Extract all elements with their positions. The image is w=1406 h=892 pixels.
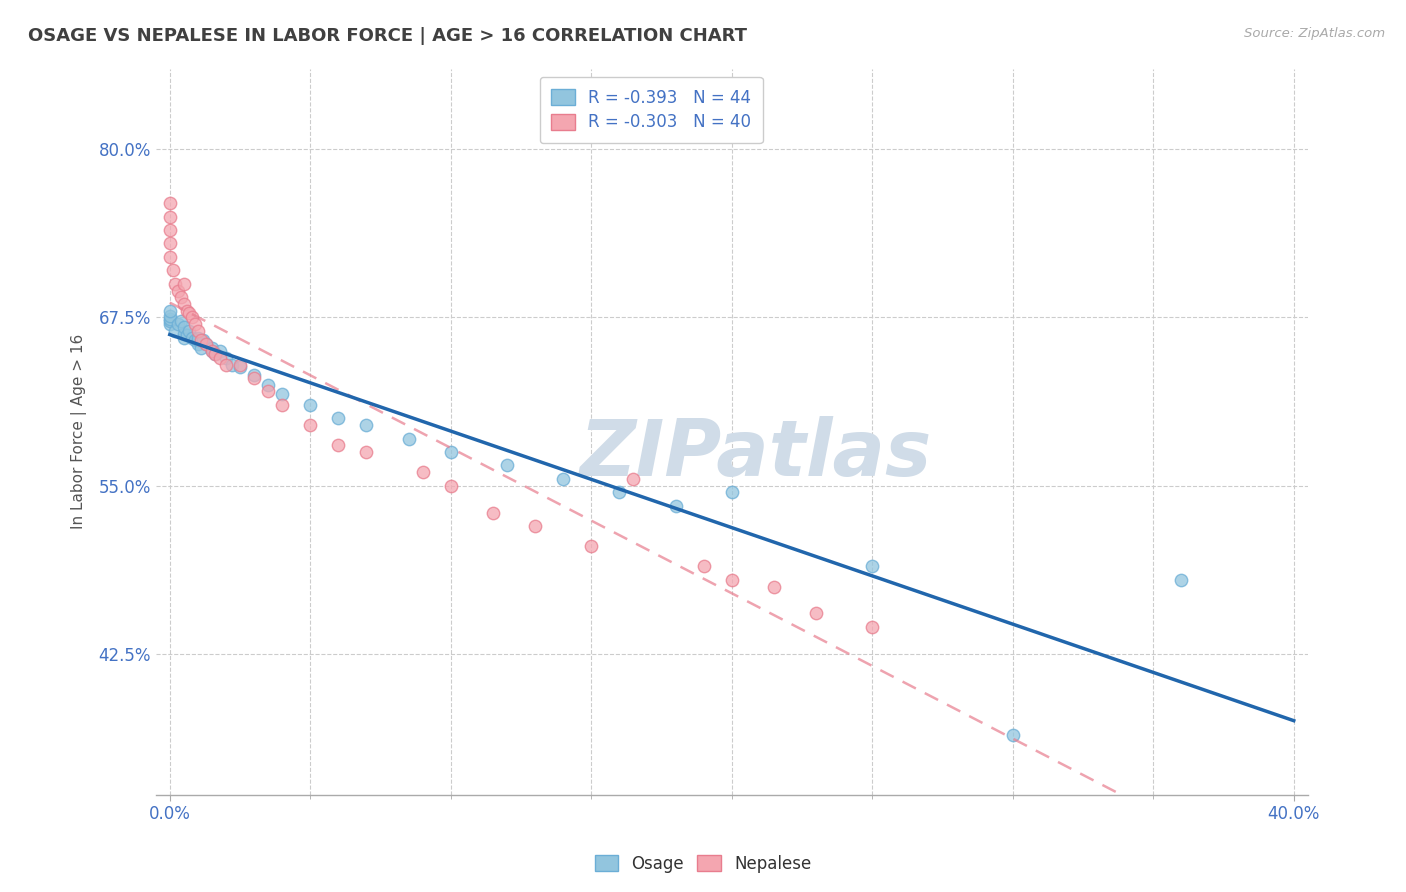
Point <box>229 360 252 375</box>
Point <box>257 384 280 399</box>
Point <box>762 580 785 594</box>
Text: Source: ZipAtlas.com: Source: ZipAtlas.com <box>1244 27 1385 40</box>
Point <box>184 334 207 348</box>
Point <box>179 306 201 320</box>
Point <box>609 485 631 500</box>
Point <box>328 411 350 425</box>
Point <box>221 358 243 372</box>
Point <box>181 310 204 325</box>
Y-axis label: In Labor Force | Age > 16: In Labor Force | Age > 16 <box>72 334 87 530</box>
Point <box>440 445 463 459</box>
Point <box>159 311 181 326</box>
Point <box>179 324 201 338</box>
Point <box>271 387 294 401</box>
Point <box>720 485 742 500</box>
Point <box>159 303 181 318</box>
Point <box>167 317 190 331</box>
Point <box>159 314 181 328</box>
Point <box>356 445 378 459</box>
Point <box>181 330 204 344</box>
Point <box>215 358 238 372</box>
Point <box>167 284 190 298</box>
Point <box>243 368 266 383</box>
Point <box>1001 727 1024 741</box>
Point <box>176 327 198 342</box>
Legend: Osage, Nepalese: Osage, Nepalese <box>588 848 818 880</box>
Point <box>412 465 434 479</box>
Point <box>356 418 378 433</box>
Point <box>553 472 575 486</box>
Point <box>581 539 603 553</box>
Point <box>215 351 238 365</box>
Point <box>159 210 181 224</box>
Point <box>1170 573 1192 587</box>
Point <box>860 559 883 574</box>
Point <box>159 317 181 331</box>
Text: ZIPatlas: ZIPatlas <box>579 416 931 491</box>
Point <box>187 324 209 338</box>
Point <box>173 319 195 334</box>
Point <box>204 347 226 361</box>
Point <box>524 519 547 533</box>
Point <box>159 223 181 237</box>
Point <box>190 342 212 356</box>
Point <box>201 342 224 356</box>
Point <box>229 358 252 372</box>
Point <box>173 277 195 291</box>
Point <box>173 330 195 344</box>
Point <box>162 263 184 277</box>
Point <box>165 277 187 291</box>
Point <box>720 573 742 587</box>
Point <box>440 478 463 492</box>
Point <box>195 337 218 351</box>
Point <box>173 326 195 341</box>
Point <box>804 607 827 621</box>
Point <box>496 458 519 473</box>
Point <box>201 344 224 359</box>
Text: OSAGE VS NEPALESE IN LABOR FORCE | AGE > 16 CORRELATION CHART: OSAGE VS NEPALESE IN LABOR FORCE | AGE >… <box>28 27 747 45</box>
Point <box>159 250 181 264</box>
Point <box>328 438 350 452</box>
Point <box>482 506 505 520</box>
Point <box>204 347 226 361</box>
Point <box>165 324 187 338</box>
Point <box>173 297 195 311</box>
Point <box>190 334 212 348</box>
Point <box>159 309 181 323</box>
Point <box>623 472 645 486</box>
Point <box>201 344 224 359</box>
Point <box>209 344 232 359</box>
Point <box>195 337 218 351</box>
Point <box>243 371 266 385</box>
Point <box>193 334 215 348</box>
Legend: R = -0.393   N = 44, R = -0.303   N = 40: R = -0.393 N = 44, R = -0.303 N = 40 <box>540 77 762 143</box>
Point <box>176 303 198 318</box>
Point <box>860 620 883 634</box>
Point <box>209 351 232 365</box>
Point <box>159 196 181 211</box>
Point <box>664 499 686 513</box>
Point <box>398 432 420 446</box>
Point <box>170 290 193 304</box>
Point <box>187 330 209 344</box>
Point <box>187 334 209 348</box>
Point <box>170 314 193 328</box>
Point <box>271 398 294 412</box>
Point <box>159 236 181 251</box>
Point <box>184 317 207 331</box>
Point <box>299 398 322 412</box>
Point <box>299 418 322 433</box>
Point <box>257 377 280 392</box>
Point <box>187 337 209 351</box>
Point <box>692 559 714 574</box>
